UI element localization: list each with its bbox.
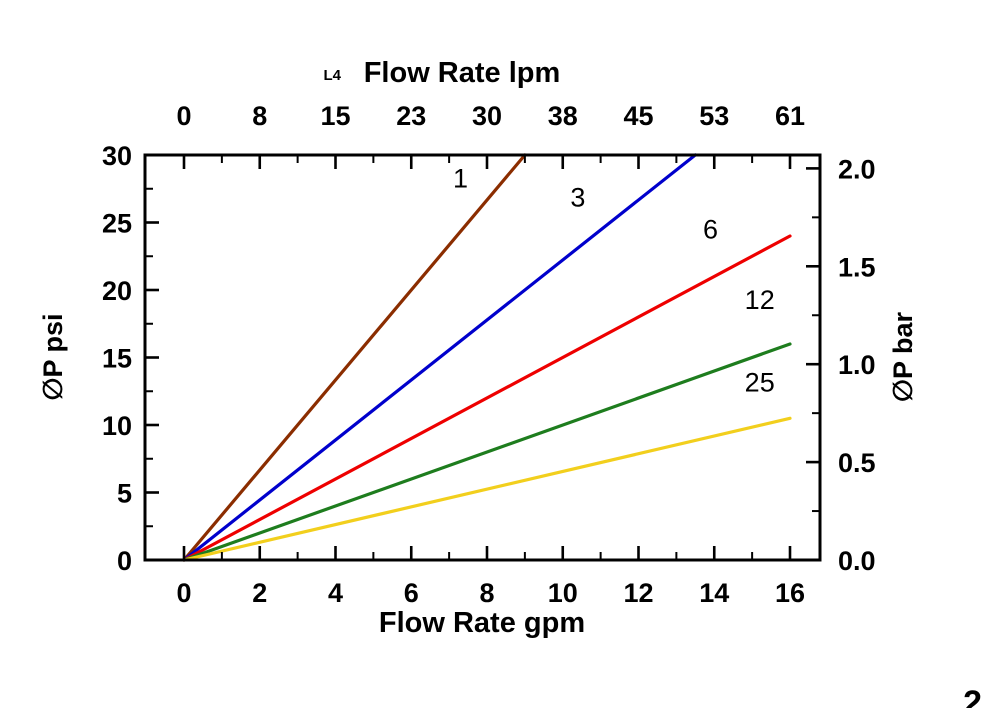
bottom-axis-tick-label: 12 xyxy=(623,578,653,608)
page-number-partial: 2 xyxy=(963,684,982,708)
top-axis-title: Flow Rate lpm xyxy=(364,57,561,89)
right-axis-tick-label: 1.0 xyxy=(838,350,876,380)
right-axis-tick-label: 0.0 xyxy=(838,546,876,576)
series-line-6 xyxy=(182,234,792,562)
bottom-axis-tick-label: 0 xyxy=(176,578,191,608)
left-axis-tick-label: 30 xyxy=(102,141,132,171)
bottom-axis-tick-label: 8 xyxy=(479,578,494,608)
bottom-axis-tick-label: 4 xyxy=(328,578,343,608)
right-axis-tick-label: 2.0 xyxy=(838,154,876,184)
top-axis-tick-label: 30 xyxy=(472,101,502,131)
series-label-6: 6 xyxy=(703,215,718,245)
series-label-3: 3 xyxy=(570,182,585,212)
left-axis-tick-label: 5 xyxy=(117,479,132,509)
right-axis-tick-label: 0.5 xyxy=(838,448,876,478)
top-axis-tick-label: 15 xyxy=(320,101,350,131)
series-label-25: 25 xyxy=(745,367,775,397)
bottom-axis-tick-label: 16 xyxy=(775,578,805,608)
bottom-axis-title: Flow Rate gpm xyxy=(379,607,585,639)
left-axis-tick-label: 20 xyxy=(102,276,132,306)
plot-frame xyxy=(143,153,822,562)
series-label-12: 12 xyxy=(745,285,775,315)
bottom-axis-tick-label: 14 xyxy=(699,578,729,608)
left-axis-tick-label: 15 xyxy=(102,344,132,374)
series-line-1 xyxy=(182,153,527,562)
right-axis-title: ∅P bar xyxy=(888,311,918,402)
series-line-12 xyxy=(182,342,792,562)
top-axis-tick-label: 53 xyxy=(699,101,729,131)
bottom-axis-tick-label: 10 xyxy=(548,578,578,608)
top-axis-tick-label: 45 xyxy=(623,101,653,131)
bottom-axis-tick-label: 6 xyxy=(404,578,419,608)
top-axis-tick-label: 61 xyxy=(775,101,805,131)
left-axis-tick-label: 10 xyxy=(102,411,132,441)
top-axis-tick-label: 38 xyxy=(548,101,578,131)
top-axis-tick-label: 0 xyxy=(176,101,191,131)
left-axis-tick-label: 0 xyxy=(117,546,132,576)
top-axis-tick-label: 23 xyxy=(396,101,426,131)
top-axis-annotation: L4 xyxy=(323,67,341,84)
right-axis-tick-label: 1.5 xyxy=(838,252,876,282)
series-line-3 xyxy=(182,153,697,562)
bottom-axis-tick-label: 2 xyxy=(252,578,267,608)
series-line-25 xyxy=(182,416,792,562)
left-axis-tick-label: 25 xyxy=(102,209,132,239)
top-axis-tick-label: 8 xyxy=(252,101,267,131)
left-axis-title: ∅P psi xyxy=(38,313,68,400)
series-label-1: 1 xyxy=(453,163,468,193)
